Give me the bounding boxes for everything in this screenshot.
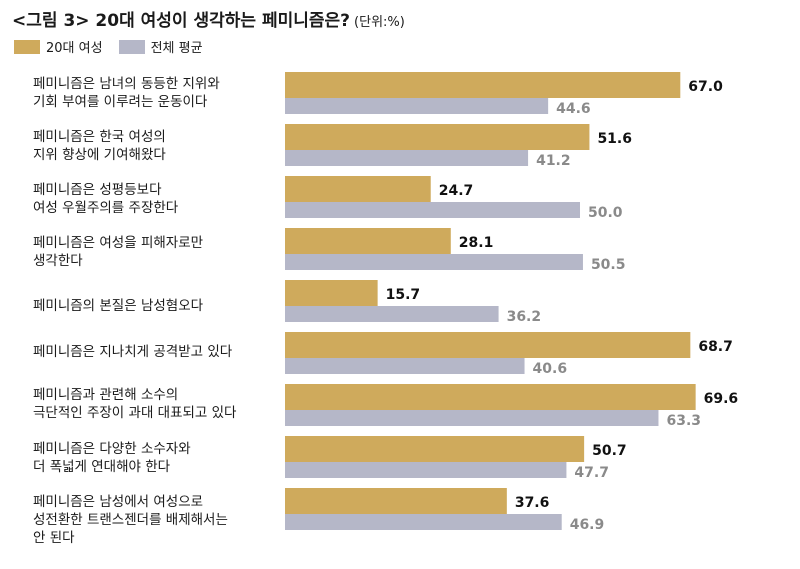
value-label-overall: 41.2 (536, 153, 571, 169)
bar-young-women (285, 72, 681, 98)
bar-overall (285, 410, 659, 426)
value-label-young-women: 50.7 (592, 443, 627, 459)
category-label: 페미니즘과 관련해 소수의 극단적인 주장이 과대 대표되고 있다 (33, 387, 237, 421)
value-label-young-women: 24.7 (439, 183, 474, 199)
value-label-overall: 46.9 (570, 517, 605, 533)
value-label-young-women: 67.0 (688, 79, 723, 95)
unit-label: (단위:%) (354, 15, 405, 30)
bar-young-women (285, 228, 451, 254)
bar-young-women (285, 488, 507, 514)
value-label-overall: 36.2 (507, 309, 542, 325)
legend-label-overall: 전체 평균 (150, 41, 203, 56)
bar-young-women (285, 124, 590, 150)
chart-title-text: <그림 3> 20대 여성이 생각하는 페미니즘은? (12, 11, 351, 31)
legend-swatch-young-women (14, 39, 40, 54)
value-label-overall: 50.5 (591, 257, 626, 273)
bar-overall (285, 358, 525, 374)
category-label: 페미니즘은 남녀의 동등한 지위와 기회 부여를 이루려는 운동이다 (33, 76, 220, 110)
value-label-young-women: 51.6 (597, 131, 632, 147)
value-label-young-women: 69.6 (704, 391, 739, 407)
bar-young-women (285, 436, 585, 462)
value-label-overall: 44.6 (556, 101, 591, 117)
bar-overall (285, 98, 549, 114)
legend-item-overall: 전체 평균 (118, 37, 203, 56)
category-label: 페미니즘은 성평등보다 여성 우월주의를 주장한다 (33, 182, 179, 216)
category-label: 페미니즘은 다양한 소수자와 더 폭넓게 연대해야 한다 (33, 441, 191, 475)
category-label: 페미니즘의 본질은 남성혐오다 (33, 298, 204, 314)
bar-overall (285, 254, 583, 270)
legend-item-young-women: 20대 여성 (14, 37, 103, 56)
category-label: 페미니즘은 지나치게 공격받고 있다 (33, 344, 233, 360)
value-label-young-women: 37.6 (515, 495, 550, 511)
bar-overall (285, 202, 580, 218)
value-label-overall: 47.7 (574, 465, 609, 481)
bar-overall (285, 150, 529, 166)
value-label-young-women: 28.1 (459, 235, 494, 251)
value-label-overall: 50.0 (588, 205, 623, 221)
category-label: 페미니즘은 여성을 피해자로만 생각한다 (33, 235, 204, 269)
bar-overall (285, 306, 499, 322)
legend-swatch-overall (118, 39, 145, 54)
value-label-young-women: 15.7 (386, 287, 421, 303)
chart-title: <그림 3> 20대 여성이 생각하는 페미니즘은? (단위:%) (12, 6, 405, 31)
bar-young-women (285, 280, 378, 306)
bar-young-women (285, 384, 696, 410)
category-label: 페미니즘은 한국 여성의 지위 향상에 기여해왔다 (33, 129, 166, 163)
category-label: 페미니즘은 남성에서 여성으로 성전환한 트랜스젠더를 배제해서는 안 된다 (33, 494, 228, 546)
bar-overall (285, 462, 567, 478)
value-label-overall: 40.6 (533, 361, 568, 377)
value-label-young-women: 68.7 (698, 339, 733, 355)
legend-label-young-women: 20대 여성 (46, 41, 103, 56)
bar-young-women (285, 176, 431, 202)
bar-young-women (285, 332, 691, 358)
legend: 20대 여성 전체 평균 (14, 37, 219, 56)
value-label-overall: 63.3 (666, 413, 701, 429)
bar-overall (285, 514, 562, 530)
